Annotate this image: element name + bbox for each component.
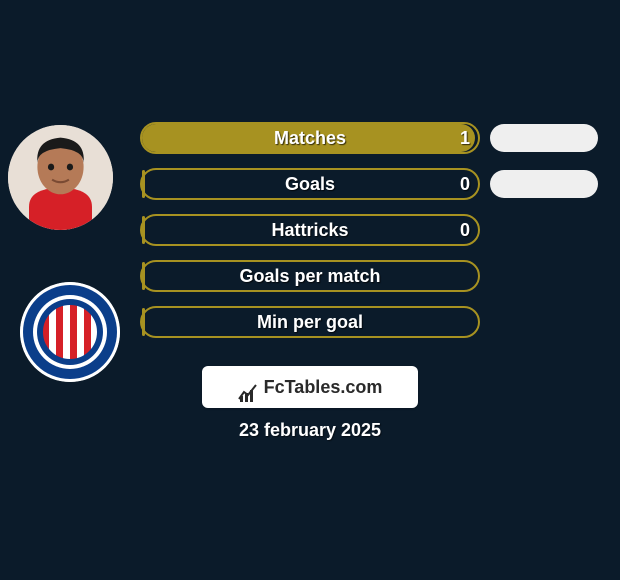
bar-value-left: 0 — [460, 168, 470, 200]
stat-row: Hattricks0 — [140, 214, 480, 246]
bar-value-left: 0 — [460, 214, 470, 246]
club-logo-icon — [20, 282, 120, 382]
stats-bars: Matches1Goals0Hattricks0Goals per matchM… — [140, 122, 480, 352]
bar-label: Goals — [140, 168, 480, 200]
stat-row: Matches1 — [140, 122, 480, 154]
bar-label: Hattricks — [140, 214, 480, 246]
bar-label: Min per goal — [140, 306, 480, 338]
player-avatar — [8, 125, 113, 230]
player-avatar-icon — [8, 125, 113, 230]
bar-label: Goals per match — [140, 260, 480, 292]
chart-icon — [238, 376, 258, 396]
source-badge-text: FcTables.com — [264, 377, 383, 397]
stat-row: Goals0 — [140, 168, 480, 200]
club-logo — [20, 282, 120, 382]
stat-row: Goals per match — [140, 260, 480, 292]
bar-label: Matches — [140, 122, 480, 154]
stat-row: Min per goal — [140, 306, 480, 338]
source-badge: FcTables.com — [202, 366, 418, 408]
opponent-pill — [490, 170, 598, 198]
opponent-pill — [490, 124, 598, 152]
bar-value-left: 1 — [460, 122, 470, 154]
date-text: 23 february 2025 — [0, 420, 620, 441]
